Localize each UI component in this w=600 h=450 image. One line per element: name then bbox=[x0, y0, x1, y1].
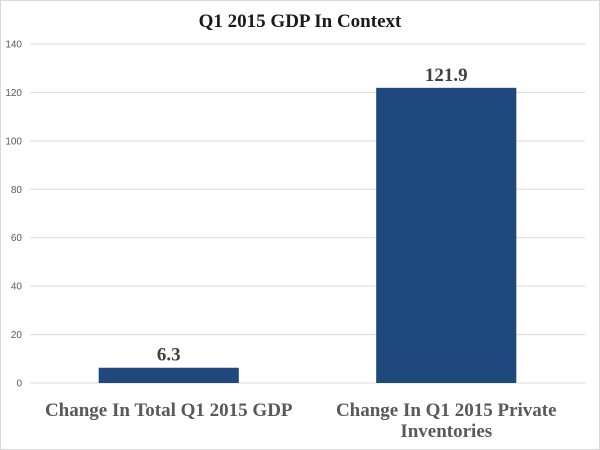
category-label-line: Change In Total Q1 2015 GDP bbox=[45, 400, 293, 421]
y-tick-label: 0 bbox=[16, 379, 22, 390]
category-label-line: Change In Q1 2015 Private bbox=[336, 400, 557, 421]
x-axis-categories: Change In Total Q1 2015 GDP Change In Q1 … bbox=[45, 400, 557, 442]
y-tick-label: 20 bbox=[11, 330, 23, 341]
category-label: Change In Q1 2015 Private Inventories bbox=[336, 400, 557, 442]
category-label: Change In Total Q1 2015 GDP bbox=[45, 400, 293, 421]
chart-title: Q1 2015 GDP In Context bbox=[199, 11, 402, 32]
bars bbox=[98, 87, 517, 384]
y-tick-label: 120 bbox=[5, 88, 22, 99]
y-axis-ticks: 0 20 40 60 80 100 120 140 bbox=[5, 40, 22, 390]
bar bbox=[376, 87, 517, 384]
y-tick-label: 140 bbox=[5, 40, 22, 51]
y-tick-label: 60 bbox=[11, 233, 23, 244]
data-label: 6.3 bbox=[157, 345, 181, 366]
data-label: 121.9 bbox=[425, 65, 468, 86]
y-tick-label: 40 bbox=[11, 282, 23, 293]
bar bbox=[98, 367, 239, 383]
y-tick-label: 80 bbox=[11, 185, 23, 196]
y-tick-label: 100 bbox=[5, 136, 22, 147]
data-labels: 6.3 121.9 bbox=[157, 65, 468, 366]
category-label-line: Inventories bbox=[400, 421, 492, 442]
